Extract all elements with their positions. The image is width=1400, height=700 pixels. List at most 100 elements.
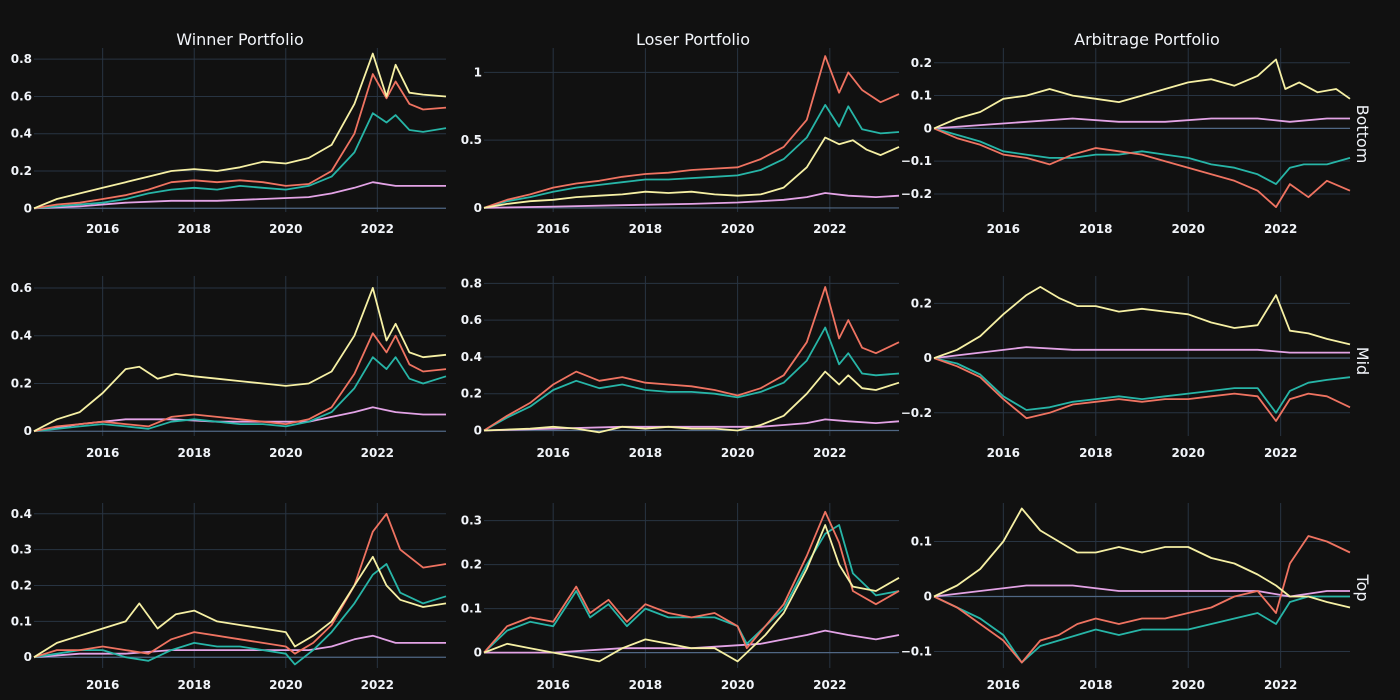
series-line-1 — [33, 52, 447, 210]
series-line-3 — [483, 524, 900, 654]
panel-r0c1: 2016 2018 2020 2022 0 0.5 1 — [461, 48, 900, 236]
y-tick-label: 0.2 — [911, 296, 932, 310]
series-line-3 — [33, 356, 447, 433]
series-line-4 — [33, 634, 446, 659]
y-tick-label: 0.2 — [461, 387, 482, 401]
y-tick-label: 0 — [474, 201, 482, 215]
x-tick-label: 2018 — [178, 446, 211, 460]
x-tick-label: 2016 — [536, 678, 569, 692]
series-line-3 — [33, 563, 447, 666]
y-tick-label: 0.4 — [461, 350, 482, 364]
series-line-4 — [483, 418, 900, 432]
panel-r1c1: 2016 2018 2020 2022 0 0.2 0.4 0.6 0.8 — [461, 276, 900, 460]
panel-r1c2: 2016 2018 2020 2022 0.2 0 −0.2 — [901, 276, 1351, 460]
x-tick-label: 2018 — [178, 222, 211, 236]
series-line-4 — [484, 629, 900, 654]
y-tick-label: −0.2 — [901, 187, 932, 201]
y-tick-label: 0.4 — [11, 507, 32, 521]
series-line-1 — [483, 524, 900, 663]
series-line-2 — [33, 512, 447, 659]
y-tick-label: 0 — [924, 351, 932, 365]
column-title-arbitrage: Arbitrage Portfolio — [1074, 30, 1220, 49]
y-tick-label: 0.6 — [461, 313, 482, 327]
y-tick-label: −0.1 — [901, 645, 932, 659]
x-tick-label: 2020 — [721, 222, 754, 236]
x-tick-label: 2020 — [269, 678, 302, 692]
series-line-3 — [933, 595, 1350, 664]
y-tick-label: 0.1 — [461, 602, 482, 616]
row-label-top: Top — [1353, 574, 1372, 602]
x-tick-label: 2016 — [536, 222, 569, 236]
y-tick-label: 0.5 — [461, 133, 482, 147]
series-line-1 — [483, 370, 900, 434]
series-line-1 — [933, 507, 1351, 609]
y-tick-label: 0 — [924, 590, 932, 604]
x-tick-label: 2020 — [269, 446, 302, 460]
y-tick-label: 0.3 — [461, 514, 482, 528]
y-tick-label: 0 — [24, 201, 32, 215]
y-tick-label: 0 — [24, 424, 32, 438]
x-tick-label: 2020 — [1172, 222, 1205, 236]
x-tick-label: 2020 — [269, 222, 302, 236]
series-line-3 — [33, 112, 447, 210]
x-tick-label: 2016 — [987, 678, 1020, 692]
series-line-1 — [33, 555, 447, 658]
y-tick-label: 0.1 — [11, 614, 32, 628]
y-tick-label: 0.2 — [11, 376, 32, 390]
series-line-2 — [483, 55, 900, 209]
series-line-4 — [933, 117, 1350, 130]
y-tick-label: 0.6 — [11, 89, 32, 103]
row-label-bottom: Bottom — [1353, 105, 1372, 164]
x-tick-label: 2022 — [361, 222, 394, 236]
series-line-1 — [933, 58, 1351, 130]
series-line-4 — [33, 181, 446, 210]
y-tick-label: 0.4 — [11, 127, 32, 141]
series-line-2 — [933, 535, 1351, 664]
x-tick-label: 2020 — [1172, 678, 1205, 692]
y-tick-label: 0.4 — [11, 329, 32, 343]
series-line-2 — [933, 127, 1351, 208]
x-tick-label: 2022 — [813, 446, 846, 460]
series-line-2 — [33, 73, 447, 210]
x-tick-label: 2020 — [721, 678, 754, 692]
x-tick-label: 2018 — [178, 678, 211, 692]
panel-r2c2: 2016 2018 2020 2022 0.1 0 −0.1 — [901, 503, 1351, 692]
y-tick-label: 0.1 — [911, 535, 932, 549]
panel-r2c0: 2016 2018 2020 2022 0 0.1 0.2 0.3 0.4 — [11, 503, 447, 692]
x-tick-label: 2018 — [1079, 678, 1112, 692]
panel-r1c0: 2016 2018 2020 2022 0 0.2 0.4 0.6 — [11, 276, 447, 460]
x-tick-label: 2022 — [361, 678, 394, 692]
x-tick-label: 2016 — [987, 446, 1020, 460]
y-tick-label: 0 — [924, 121, 932, 135]
series-line-4 — [483, 192, 900, 209]
x-tick-label: 2018 — [629, 678, 662, 692]
panel-r0c2: 2016 2018 2020 2022 0.2 0.1 0 −0.1 −0.2 — [901, 48, 1351, 236]
y-tick-label: 0 — [474, 646, 482, 660]
series-line-4 — [933, 584, 1350, 598]
x-tick-label: 2020 — [721, 446, 754, 460]
x-tick-label: 2022 — [813, 678, 846, 692]
y-tick-label: 0 — [474, 423, 482, 437]
x-tick-label: 2020 — [1172, 446, 1205, 460]
series-line-3 — [483, 326, 900, 432]
x-tick-label: 2016 — [86, 678, 119, 692]
y-tick-label: −0.2 — [901, 406, 932, 420]
y-tick-label: 0.2 — [11, 164, 32, 178]
series-line-1 — [483, 136, 900, 209]
y-tick-label: −0.1 — [901, 154, 932, 168]
column-title-winner: Winner Portfolio — [176, 30, 304, 49]
y-tick-label: 0.2 — [11, 579, 32, 593]
series-line-3 — [483, 104, 900, 209]
panel-r2c1: 2016 2018 2020 2022 0 0.1 0.2 0.3 — [461, 503, 900, 692]
y-tick-label: 0.8 — [461, 276, 482, 290]
series-line-3 — [933, 127, 1351, 185]
y-tick-label: 0 — [24, 650, 32, 664]
column-title-loser: Loser Portfolio — [636, 30, 750, 49]
series-line-3 — [933, 357, 1351, 414]
x-tick-label: 2022 — [1264, 446, 1297, 460]
row-label-mid: Mid — [1353, 347, 1372, 375]
x-tick-label: 2016 — [536, 446, 569, 460]
x-tick-label: 2016 — [987, 222, 1020, 236]
x-tick-label: 2022 — [361, 446, 394, 460]
